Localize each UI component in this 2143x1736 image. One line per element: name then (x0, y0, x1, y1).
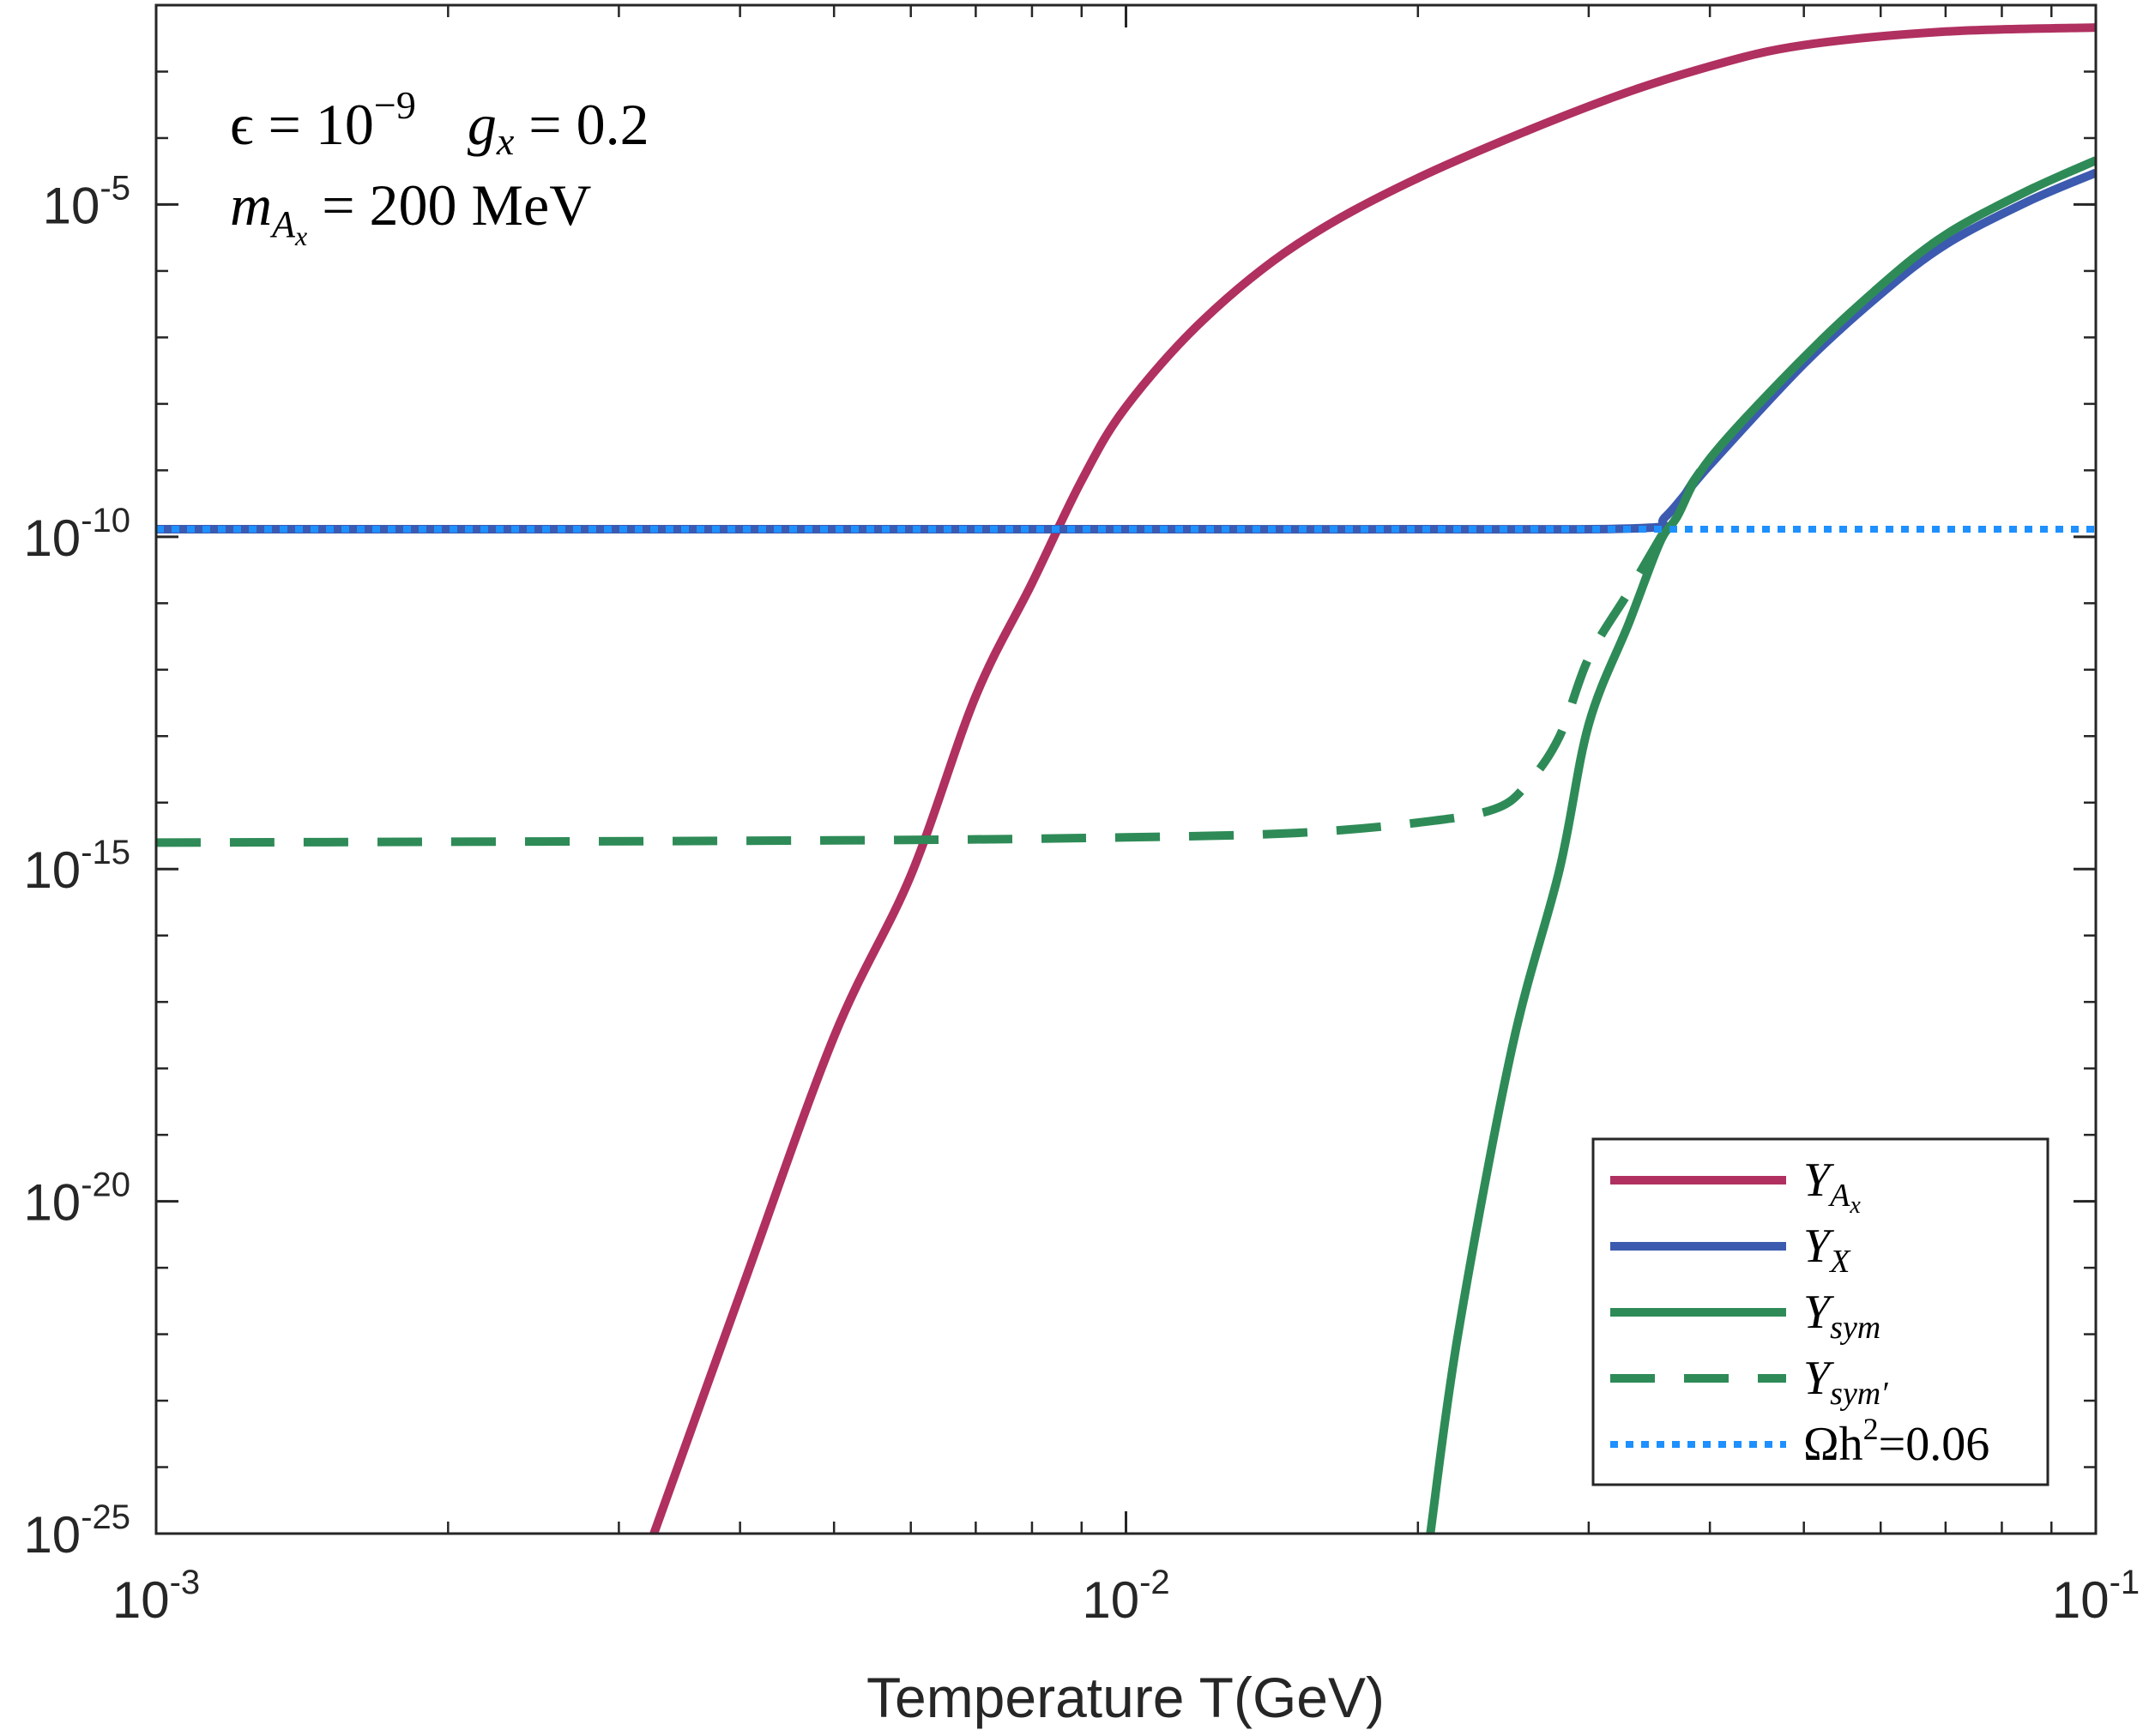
parameter-annotation: ϵ = 10−9 gx = 0.2 mAx = 200 MeV (230, 83, 649, 251)
series-layer (156, 23, 2096, 1534)
legend-label-Ysymprime: Ysym′ (1803, 1352, 1888, 1412)
legend-box (1591, 1137, 2049, 1486)
x-axis-title: Temperature T(GeV) (866, 1666, 1385, 1729)
svg-text:mAx = 200 MeV: mAx = 200 MeV (230, 172, 591, 251)
plot-frame (154, 3, 2098, 1535)
series-line-Ysym (1426, 156, 2096, 1534)
x-tick-label: 10-2 (1082, 1564, 1169, 1629)
y-tick-label: 10-20 (23, 1166, 130, 1232)
annotation-epsilon-exp: −9 (374, 83, 416, 127)
annotation-m-val: = 200 MeV (307, 172, 591, 238)
annotation-gx-sub: x (496, 119, 515, 163)
y-tick-label: 10-5 (43, 169, 130, 234)
annotation-m-sub: A (269, 203, 296, 245)
x-tick-label: 10-3 (112, 1564, 200, 1629)
series-line-YX (156, 168, 2096, 534)
annotation-epsilon: ϵ = 10 (230, 92, 374, 157)
annotation-gx-val: = 0.2 (514, 92, 649, 157)
legend-label-YX: YX (1803, 1220, 1851, 1280)
y-tick-label: 10-25 (23, 1498, 130, 1564)
annotation-gx: g (468, 92, 497, 157)
annotation-m-subsub: x (294, 220, 307, 251)
svg-text:ϵ = 10−9gx = 0.2: ϵ = 10−9 gx = 0.2 (230, 83, 649, 163)
legend-label-Omega: Ωh2=0.06 (1803, 1412, 1989, 1471)
y-tick-label: 10-10 (23, 502, 130, 567)
legend-label-Ysym: Ysym (1803, 1286, 1880, 1346)
legend-label-YAx: YAx (1803, 1154, 1861, 1219)
series-line-YAx (649, 23, 2096, 1534)
x-axis-ticks: 10-3 10-2 10-1 (112, 5, 2140, 1629)
minor-ticks (156, 5, 2096, 1535)
x-tick-label: 10-1 (2052, 1564, 2140, 1629)
y-tick-label: 10-15 (23, 834, 130, 899)
annotation-m: m (230, 172, 272, 238)
